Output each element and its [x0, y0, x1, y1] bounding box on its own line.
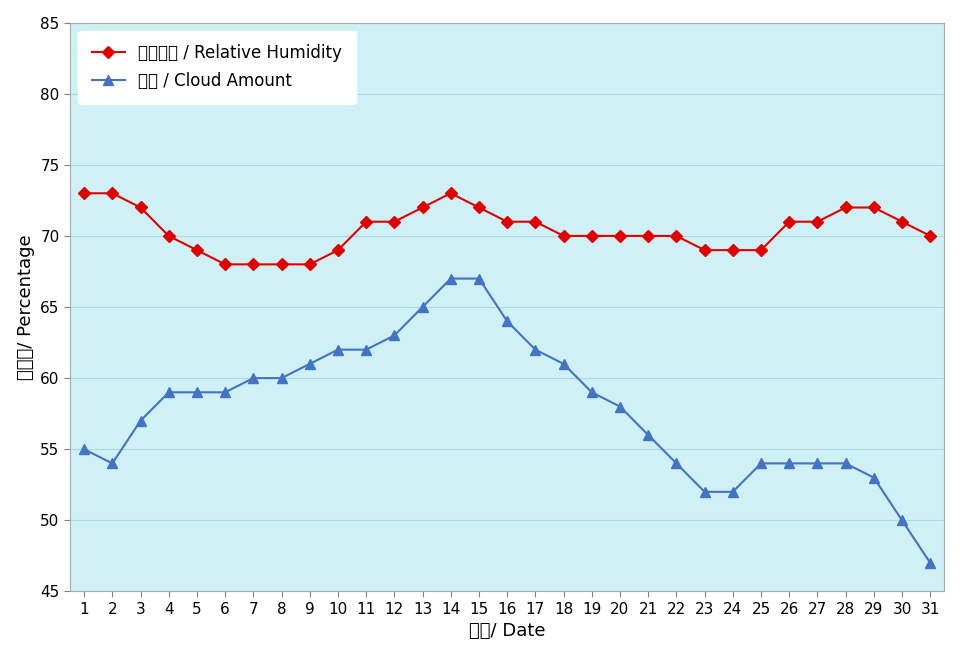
雲量 / Cloud Amount: [417, 303, 429, 311]
Line: 雲量 / Cloud Amount: 雲量 / Cloud Amount: [79, 274, 935, 568]
相對濕度 / Relative Humidity: [557, 232, 569, 240]
相對濕度 / Relative Humidity: [107, 189, 118, 197]
雲量 / Cloud Amount: [276, 374, 287, 382]
雲量 / Cloud Amount: [304, 360, 315, 368]
X-axis label: 日期/ Date: 日期/ Date: [469, 622, 546, 641]
相對濕度 / Relative Humidity: [671, 232, 682, 240]
雲量 / Cloud Amount: [163, 388, 175, 396]
相對濕度 / Relative Humidity: [135, 204, 146, 212]
Y-axis label: 百分比/ Percentage: 百分比/ Percentage: [16, 234, 35, 380]
雲量 / Cloud Amount: [614, 403, 626, 411]
雲量 / Cloud Amount: [783, 459, 795, 467]
相對濕度 / Relative Humidity: [219, 260, 231, 268]
相對濕度 / Relative Humidity: [417, 204, 429, 212]
相對濕度 / Relative Humidity: [304, 260, 315, 268]
相對濕度 / Relative Humidity: [445, 189, 456, 197]
相對濕度 / Relative Humidity: [642, 232, 653, 240]
雲量 / Cloud Amount: [360, 346, 372, 353]
相對濕度 / Relative Humidity: [530, 217, 541, 225]
相對濕度 / Relative Humidity: [79, 189, 90, 197]
雲量 / Cloud Amount: [897, 516, 908, 524]
雲量 / Cloud Amount: [868, 474, 879, 482]
相對濕度 / Relative Humidity: [614, 232, 626, 240]
相對濕度 / Relative Humidity: [783, 217, 795, 225]
雲量 / Cloud Amount: [248, 374, 259, 382]
雲量 / Cloud Amount: [79, 445, 90, 453]
雲量 / Cloud Amount: [191, 388, 203, 396]
雲量 / Cloud Amount: [530, 346, 541, 353]
雲量 / Cloud Amount: [840, 459, 851, 467]
雲量 / Cloud Amount: [502, 317, 513, 325]
相對濕度 / Relative Humidity: [473, 204, 484, 212]
雲量 / Cloud Amount: [699, 488, 710, 496]
相對濕度 / Relative Humidity: [360, 217, 372, 225]
雲量 / Cloud Amount: [219, 388, 231, 396]
相對濕度 / Relative Humidity: [727, 246, 739, 254]
雲量 / Cloud Amount: [445, 275, 456, 283]
相對濕度 / Relative Humidity: [586, 232, 598, 240]
雲量 / Cloud Amount: [135, 417, 146, 424]
相對濕度 / Relative Humidity: [163, 232, 175, 240]
Line: 相對濕度 / Relative Humidity: 相對濕度 / Relative Humidity: [80, 189, 934, 269]
相對濕度 / Relative Humidity: [924, 232, 936, 240]
雲量 / Cloud Amount: [107, 459, 118, 467]
相對濕度 / Relative Humidity: [699, 246, 710, 254]
雲量 / Cloud Amount: [727, 488, 739, 496]
雲量 / Cloud Amount: [557, 360, 569, 368]
雲量 / Cloud Amount: [671, 459, 682, 467]
相對濕度 / Relative Humidity: [755, 246, 767, 254]
相對濕度 / Relative Humidity: [840, 204, 851, 212]
雲量 / Cloud Amount: [586, 388, 598, 396]
相對濕度 / Relative Humidity: [868, 204, 879, 212]
雲量 / Cloud Amount: [812, 459, 824, 467]
雲量 / Cloud Amount: [388, 332, 400, 340]
雲量 / Cloud Amount: [333, 346, 344, 353]
相對濕度 / Relative Humidity: [388, 217, 400, 225]
相對濕度 / Relative Humidity: [191, 246, 203, 254]
雲量 / Cloud Amount: [473, 275, 484, 283]
相對濕度 / Relative Humidity: [897, 217, 908, 225]
雲量 / Cloud Amount: [924, 559, 936, 567]
雲量 / Cloud Amount: [755, 459, 767, 467]
相對濕度 / Relative Humidity: [812, 217, 824, 225]
相對濕度 / Relative Humidity: [333, 246, 344, 254]
相對濕度 / Relative Humidity: [502, 217, 513, 225]
相對濕度 / Relative Humidity: [276, 260, 287, 268]
Legend: 相對濕度 / Relative Humidity, 雲量 / Cloud Amount: 相對濕度 / Relative Humidity, 雲量 / Cloud Amo…: [79, 31, 356, 104]
雲量 / Cloud Amount: [642, 431, 653, 439]
相對濕度 / Relative Humidity: [248, 260, 259, 268]
